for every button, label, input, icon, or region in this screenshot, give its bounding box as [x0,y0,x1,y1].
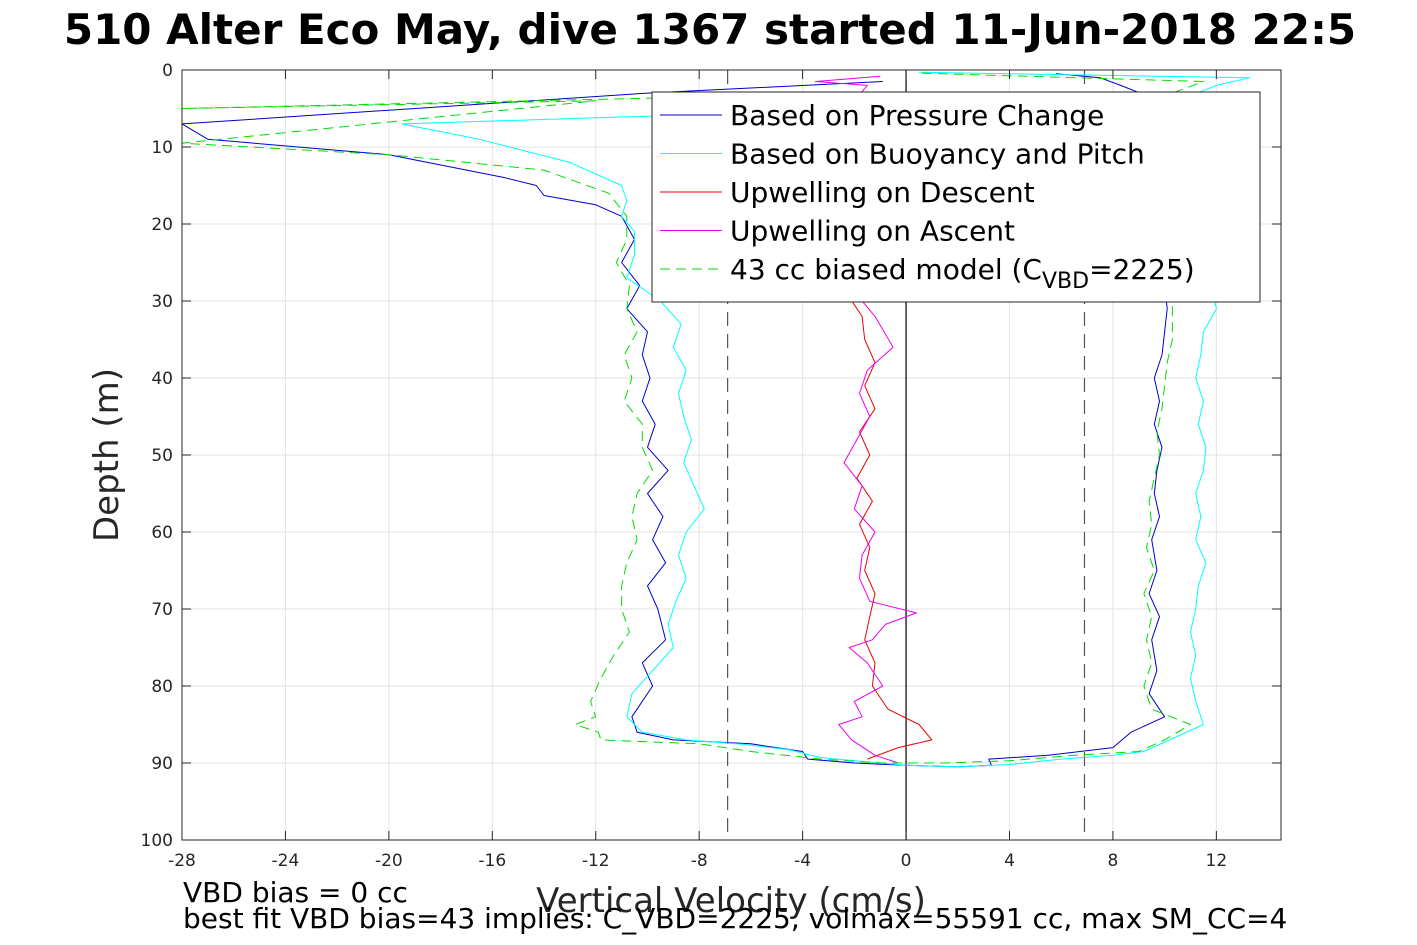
y-tick-label: 80 [151,677,173,697]
legend-label: Upwelling on Descent [730,176,1035,209]
x-tick-label: -28 [168,851,196,871]
y-tick-label: 60 [151,523,173,543]
legend-box [651,91,1261,303]
x-tick-label: 4 [1004,851,1015,871]
y-tick-label: 20 [151,215,173,235]
x-tick-label: -24 [272,851,300,871]
x-tick-label: -8 [691,851,708,871]
footer-line-2: best fit VBD bias=43 implies: C_VBD=2225… [183,902,1287,935]
legend-entries: Based on Pressure Change Based on Buoyanc… [660,99,1195,294]
x-tick-label: 12 [1206,851,1228,871]
y-axis-ticks: 0 10 20 30 40 50 60 70 80 90 100 [141,61,1281,851]
legend-label: Upwelling on Ascent [730,215,1015,248]
series-line-43-cc-biased-model-c-vbd-2225 [181,72,1204,764]
legend-label: Based on Pressure Change [730,99,1104,132]
x-tick-label: 0 [901,851,912,871]
y-axis-label: Depth (m) [87,368,127,542]
y-tick-label: 0 [162,61,173,81]
y-tick-label: 70 [151,600,173,620]
x-axis-label: Vertical Velocity (cm/s) [536,881,926,921]
y-tick-label: 50 [151,446,173,466]
legend: Based on Pressure Change Based on Buoyanc… [651,91,1261,303]
series-line-based-on-buoyancy-and-pitch [401,71,1251,768]
x-tick-label: -4 [794,851,811,871]
x-tick-label: -16 [478,851,506,871]
x-axis-ticks: -28 -24 -20 -16 -12 -8 -4 0 4 8 12 [168,70,1227,871]
x-tick-label: -20 [375,851,403,871]
y-tick-label: 90 [151,754,173,774]
y-tick-label: 10 [151,138,173,158]
y-tick-label: 40 [151,369,173,389]
y-tick-label: 100 [141,831,173,851]
x-tick-label: -12 [582,851,610,871]
y-tick-label: 30 [151,292,173,312]
legend-label: 43 cc biased model (CVBD=2225) [730,253,1195,294]
x-tick-label: 8 [1108,851,1119,871]
chart-title: 510 Alter Eco May, dive 1367 started 11-… [64,5,1356,54]
series-line-based-on-pressure-change [181,73,1179,768]
footer-line-1: VBD bias = 0 cc [183,876,408,909]
legend-label: Based on Buoyancy and Pitch [730,138,1145,171]
